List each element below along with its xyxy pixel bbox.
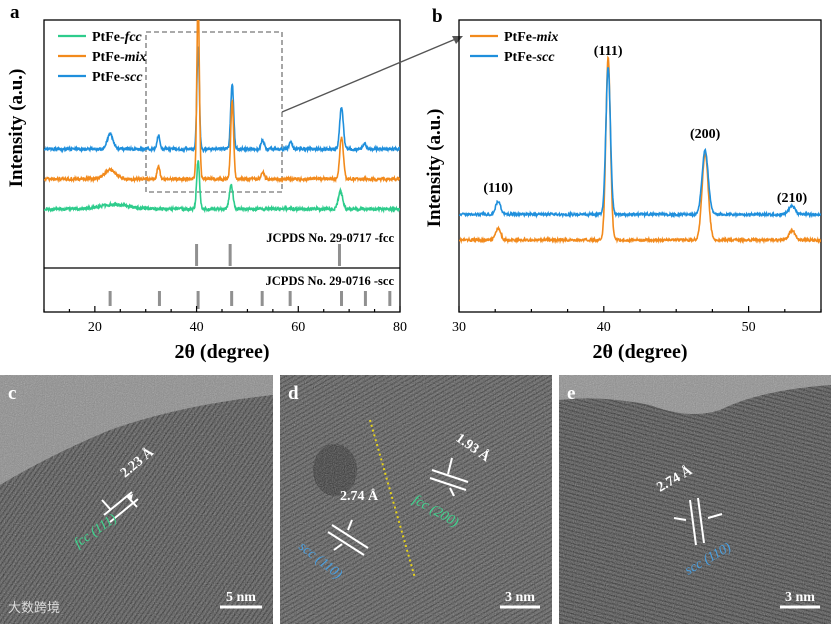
legend-label: PtFe-scc [92, 70, 143, 85]
panel-a-xlabel: 2θ (degree) [174, 341, 269, 363]
ref-fcc-label: JCPDS No. 29-0717 -fcc [266, 231, 394, 245]
panel-a-series [44, 20, 400, 214]
ref-bar-scc [230, 291, 234, 306]
x-tick-label: 20 [88, 320, 102, 335]
x-tick-label: 40 [190, 320, 204, 335]
x-tick-label: 30 [452, 320, 466, 335]
ref-bar-scc [157, 291, 161, 306]
x-tick-label: 40 [597, 320, 611, 335]
panel-d: d 2.74 Å scc (110) 1.93 Å fcc (200) 3 nm [280, 375, 552, 624]
ref-bar-scc [260, 291, 264, 306]
e-scale-label: 3 nm [785, 590, 815, 605]
legend-label: PtFe-fcc [92, 30, 143, 45]
panel-e: e 2.74 Å scc (110) 3 nm [559, 375, 831, 624]
panel-b-annotations: (110) (111) (200) (210) [483, 44, 807, 206]
tem-d-noise [280, 375, 552, 624]
d-lattice-marker-1 [327, 519, 369, 556]
legend-label: PtFe-scc [504, 50, 555, 65]
ref-scc-label: JCPDS No. 29-0716 -scc [266, 274, 395, 288]
x-tick-label: 80 [393, 320, 407, 335]
ref-bar-scc [340, 291, 344, 306]
x-tick-label: 60 [291, 320, 305, 335]
legend-label: PtFe-mix [504, 30, 558, 45]
panel-b-ylabel: Intensity (a.u.) [424, 109, 445, 228]
c-arrow-icon [127, 494, 133, 502]
watermark: 大数跨境 [8, 601, 60, 616]
panel-a-x-axis: 20 40 60 80 [43, 306, 407, 335]
ref-bar-scc [108, 291, 112, 306]
panel-a-letter: a [10, 2, 20, 23]
x-tick-label: 50 [742, 320, 756, 335]
series-ptfe-scc [459, 67, 821, 219]
d-d-spacing-1: 2.74 Å [340, 488, 379, 504]
ref-bar-fcc [195, 244, 199, 266]
series-ptfe-scc [44, 46, 400, 154]
peak-label: (110) [483, 181, 513, 196]
panel-d-letter: d [288, 383, 299, 404]
panel-c-letter: c [8, 383, 16, 404]
series-ptfe-mix [459, 55, 821, 245]
d-guide-line [369, 419, 416, 579]
c-lattice-marker [101, 491, 139, 523]
peak-label: (210) [777, 191, 808, 206]
tem-e-noise [559, 375, 831, 624]
c-scale-label: 5 nm [226, 590, 256, 605]
panel-c: c 2.23 Å fcc (111) 5 nm 大数跨境 [0, 375, 273, 624]
ref-bar-scc [363, 291, 367, 306]
panel-b-letter: b [432, 6, 443, 27]
zoom-box [145, 31, 283, 193]
peak-label: (111) [594, 44, 623, 59]
zoom-arrow [281, 36, 463, 113]
legend-label: PtFe-mix [92, 50, 146, 65]
peak-label: (200) [690, 127, 721, 142]
ref-bar-scc [288, 291, 292, 306]
panel-a-ylabel: Intensity (a.u.) [6, 69, 27, 188]
ref-bar-fcc [228, 244, 232, 266]
ref-bar-scc [196, 291, 200, 309]
ref-bar-scc [388, 291, 392, 306]
panel-a-reference-bars [108, 244, 392, 309]
panel-a: a JCPDS No. 29-0717 -fcc JCPDS No. 29-07… [6, 2, 407, 363]
d-scale-label: 3 nm [505, 590, 535, 605]
panel-b: b (110) (111) (200) (210) 30 40 50 Intensity … [424, 6, 822, 363]
ref-bar-fcc [337, 244, 341, 266]
panel-b-xlabel: 2θ (degree) [592, 341, 687, 363]
panel-a-legend: PtFe-fcc PtFe-mix PtFe-scc [58, 30, 146, 85]
panel-b-series [459, 55, 821, 245]
series-ptfe-fcc [44, 160, 400, 214]
series-ptfe-mix [44, 20, 400, 184]
panel-e-letter: e [567, 383, 575, 404]
e-lattice-marker [673, 497, 723, 546]
panel-b-x-axis: 30 40 50 [452, 306, 822, 335]
panel-b-legend: PtFe-mix PtFe-scc [470, 30, 558, 65]
d-lattice-marker-2 [429, 457, 469, 497]
